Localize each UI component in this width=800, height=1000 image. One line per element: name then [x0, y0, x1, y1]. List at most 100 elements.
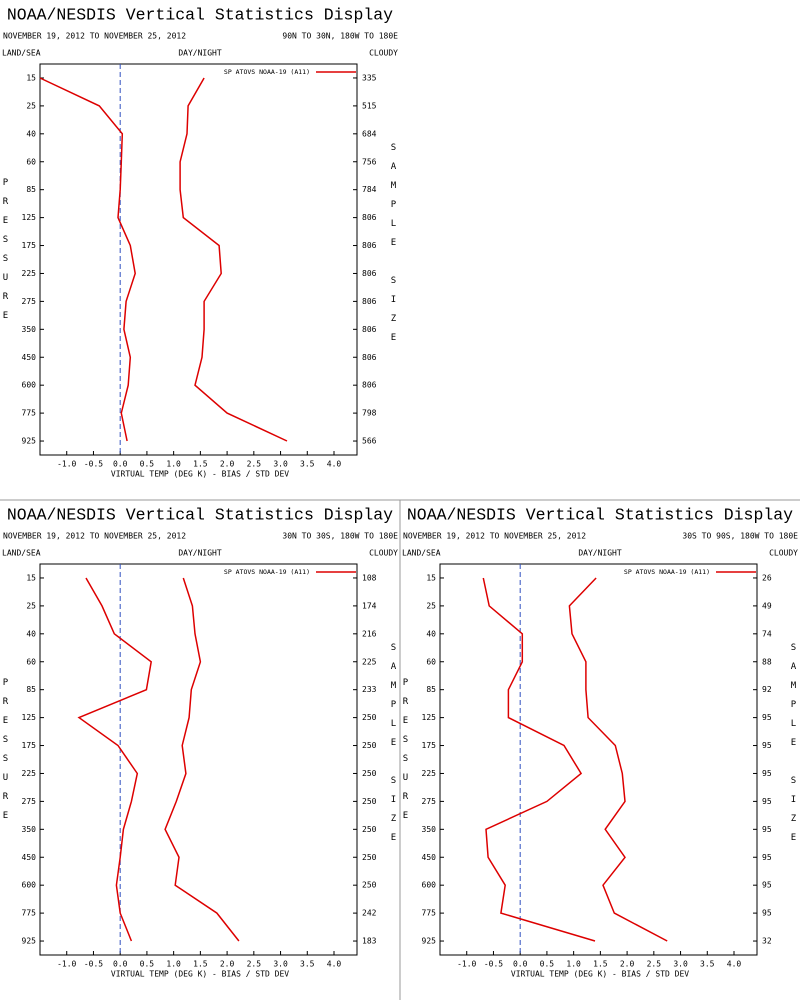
sample-size: 684 — [362, 129, 377, 138]
pressure-label: 60 — [426, 657, 436, 666]
x-tick-label: 3.0 — [273, 460, 288, 469]
pressure-label: 450 — [422, 853, 437, 862]
pressure-label: 175 — [422, 741, 437, 750]
region: 90N TO 30N, 180W TO 180E — [282, 32, 398, 41]
x-axis-label: VIRTUAL TEMP (DEG K) - BIAS / STD DEV — [111, 470, 289, 479]
sample-size: 250 — [362, 853, 377, 862]
pressure-label: 350 — [22, 825, 37, 834]
sample-size: 92 — [762, 685, 772, 694]
sample-size: 806 — [362, 353, 377, 362]
x-tick-label: 4.0 — [327, 960, 342, 969]
header-label: DAY/NIGHT — [178, 549, 222, 558]
x-tick-label: 1.5 — [193, 460, 208, 469]
x-tick-label: 3.0 — [673, 960, 688, 969]
sample-size: 250 — [362, 881, 377, 890]
profile-line — [77, 577, 153, 942]
sample-size: 95 — [762, 881, 772, 890]
pressure-label: 350 — [422, 825, 437, 834]
pressure-label: 85 — [26, 185, 36, 194]
pressure-label: 15 — [26, 573, 36, 582]
pressure-label: 350 — [22, 325, 37, 334]
sample-size: 756 — [362, 157, 377, 166]
header-label: CLOUDY — [369, 49, 398, 58]
profile-line — [179, 77, 288, 442]
sample-size: 335 — [362, 73, 377, 82]
x-tick-label: 3.5 — [300, 460, 315, 469]
profile-line — [568, 577, 668, 942]
y2-axis-label: SAMPLE SIZE — [389, 143, 399, 352]
pressure-label: 925 — [22, 437, 37, 446]
pressure-label: 275 — [22, 297, 37, 306]
sample-size: 806 — [362, 381, 377, 390]
pressure-label: 25 — [426, 601, 436, 610]
sample-size: 250 — [362, 741, 377, 750]
sample-size: 250 — [362, 769, 377, 778]
pressure-label: 85 — [426, 685, 436, 694]
sample-size: 95 — [762, 825, 772, 834]
x-tick-label: 0.0 — [113, 960, 128, 969]
header-label: CLOUDY — [369, 549, 398, 558]
date-range: NOVEMBER 19, 2012 TO NOVEMBER 25, 2012 — [403, 532, 586, 541]
sample-size: 88 — [762, 657, 772, 666]
sample-size: 806 — [362, 241, 377, 250]
sample-size: 216 — [362, 629, 377, 638]
sample-size: 250 — [362, 713, 377, 722]
sample-size: 225 — [362, 657, 377, 666]
x-tick-label: 1.5 — [193, 960, 208, 969]
profile-line — [39, 77, 136, 442]
sample-size: 95 — [762, 797, 772, 806]
header-label: DAY/NIGHT — [178, 49, 222, 58]
x-tick-label: 2.0 — [620, 960, 635, 969]
x-tick-label: 0.0 — [113, 460, 128, 469]
x-tick-label: 1.5 — [593, 960, 608, 969]
pressure-label: 775 — [422, 909, 437, 918]
pressure-label: 15 — [26, 73, 36, 82]
x-tick-label: 3.5 — [300, 960, 315, 969]
x-tick-label: 2.5 — [647, 960, 662, 969]
sample-size: 95 — [762, 769, 772, 778]
x-tick-label: 1.0 — [166, 460, 181, 469]
pressure-label: 775 — [22, 909, 37, 918]
x-axis-label: VIRTUAL TEMP (DEG K) - BIAS / STD DEV — [111, 970, 289, 979]
pressure-label: 60 — [26, 157, 36, 166]
x-tick-label: -1.0 — [57, 960, 76, 969]
pressure-label: 40 — [26, 129, 36, 138]
sample-size: 515 — [362, 101, 377, 110]
pressure-label: 175 — [22, 741, 37, 750]
date-range: NOVEMBER 19, 2012 TO NOVEMBER 25, 2012 — [3, 532, 186, 541]
pressure-label: 60 — [26, 657, 36, 666]
pressure-label: 25 — [26, 601, 36, 610]
pressure-label: 175 — [22, 241, 37, 250]
pressure-label: 25 — [26, 101, 36, 110]
x-tick-label: 3.5 — [700, 960, 715, 969]
x-tick-label: 3.0 — [273, 960, 288, 969]
pressure-label: 125 — [22, 713, 37, 722]
x-tick-label: 2.0 — [220, 460, 235, 469]
x-tick-label: 0.5 — [140, 460, 155, 469]
pressure-label: 600 — [22, 381, 37, 390]
plot-frame — [39, 563, 358, 956]
y2-axis-label: SAMPLE SIZE — [789, 643, 799, 852]
x-tick-label: -1.0 — [57, 460, 76, 469]
sample-size: 250 — [362, 797, 377, 806]
sample-size: 806 — [362, 325, 377, 334]
x-tick-label: -0.5 — [484, 960, 503, 969]
pressure-label: 225 — [422, 769, 437, 778]
pressure-label: 450 — [22, 853, 37, 862]
pressure-label: 40 — [26, 629, 36, 638]
pressure-label: 925 — [22, 937, 37, 946]
x-tick-label: -0.5 — [84, 460, 103, 469]
sample-size: 74 — [762, 629, 772, 638]
x-tick-label: 4.0 — [727, 960, 742, 969]
header-label: DAY/NIGHT — [578, 549, 622, 558]
x-tick-label: 0.5 — [140, 960, 155, 969]
sample-size: 95 — [762, 909, 772, 918]
profile-line — [164, 577, 240, 942]
pressure-label: 450 — [22, 353, 37, 362]
x-tick-label: -0.5 — [84, 960, 103, 969]
chart-title: NOAA/NESDIS Vertical Statistics Display — [7, 505, 393, 524]
x-tick-label: 2.5 — [247, 460, 262, 469]
pressure-label: 85 — [26, 685, 36, 694]
